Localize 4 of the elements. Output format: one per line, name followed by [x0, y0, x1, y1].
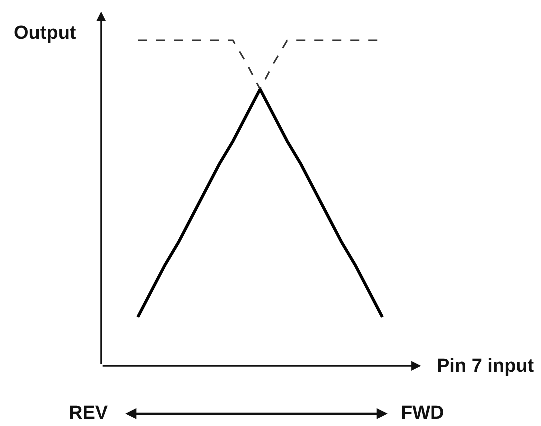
- x-axis-title: Pin 7 input: [437, 356, 535, 377]
- y-axis-title: Output: [14, 23, 77, 44]
- text: REV: [69, 403, 108, 424]
- text: FWD: [401, 403, 444, 424]
